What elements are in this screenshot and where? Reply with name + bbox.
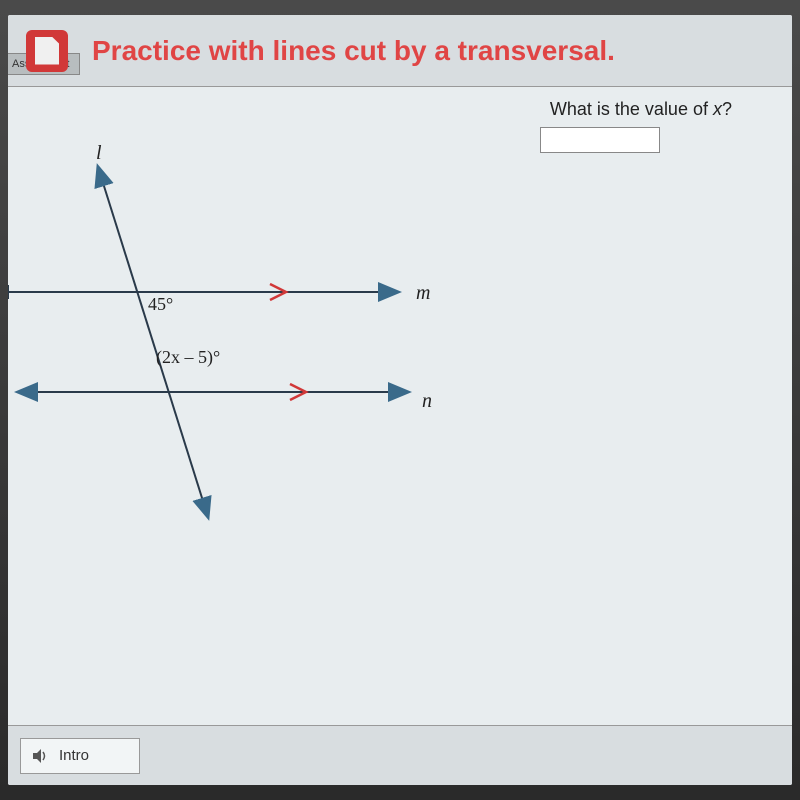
content-area: l m n 45° (2x – 5)° What is the value of…: [8, 87, 792, 725]
angle-label-top: 45°: [148, 294, 173, 315]
app-screen: Assignment Practice with lines cut by a …: [8, 15, 792, 785]
angle-label-bottom: (2x – 5)°: [156, 347, 220, 368]
answer-input[interactable]: [540, 127, 660, 153]
sound-icon: [31, 747, 49, 765]
line-l-transversal: [98, 167, 208, 517]
intro-button-label: Intro: [59, 747, 89, 764]
intro-button[interactable]: Intro: [20, 738, 140, 774]
label-line-m: m: [416, 282, 430, 305]
footer-bar: Intro: [8, 725, 792, 785]
geometry-diagram: l m n 45° (2x – 5)°: [8, 87, 438, 547]
label-line-n: n: [422, 390, 432, 413]
label-line-l: l: [96, 142, 102, 165]
header-bar: Assignment Practice with lines cut by a …: [8, 15, 792, 87]
page-title: Practice with lines cut by a transversal…: [92, 35, 615, 67]
diagram-svg: [8, 87, 438, 547]
question-prompt: What is the value of x?: [550, 99, 732, 120]
app-logo-icon: [26, 30, 68, 72]
